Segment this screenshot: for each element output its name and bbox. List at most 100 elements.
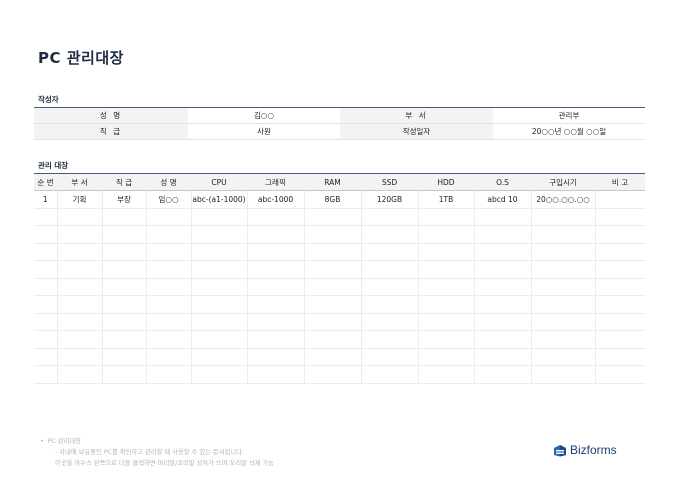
table-cell bbox=[304, 313, 362, 331]
author-section-label: 작성자 bbox=[38, 95, 59, 104]
column-header: 구입시기 bbox=[531, 173, 595, 191]
table-cell bbox=[418, 208, 475, 226]
table-cell bbox=[57, 225, 103, 244]
table-cell bbox=[474, 365, 532, 384]
table-cell bbox=[102, 313, 147, 331]
author-label-cell: 성 명 bbox=[34, 107, 188, 124]
table-cell bbox=[247, 208, 305, 226]
table-cell bbox=[474, 348, 532, 366]
table-cell bbox=[247, 348, 305, 366]
table-cell: 1 bbox=[34, 190, 58, 209]
table-cell bbox=[595, 243, 645, 261]
table-cell bbox=[361, 348, 419, 366]
column-header: HDD bbox=[418, 173, 474, 191]
table-cell bbox=[418, 295, 475, 314]
brand-name: Bizforms bbox=[570, 443, 617, 457]
table-cell bbox=[247, 278, 305, 296]
author-value-cell: 사원 bbox=[188, 123, 340, 140]
table-cell: 120GB bbox=[361, 190, 419, 209]
table-row bbox=[34, 260, 645, 279]
table-row bbox=[34, 295, 645, 314]
table-cell bbox=[361, 365, 419, 384]
table-cell bbox=[418, 330, 475, 349]
table-cell bbox=[34, 225, 58, 244]
table-cell: 1TB bbox=[418, 190, 475, 209]
table-cell: abc-1000 bbox=[247, 190, 305, 209]
table-cell bbox=[191, 278, 248, 296]
table-cell bbox=[418, 243, 475, 261]
table-cell bbox=[57, 208, 103, 226]
table-cell bbox=[304, 330, 362, 349]
notes-bullet: • PC 관리대장 bbox=[40, 438, 82, 445]
table-cell bbox=[191, 225, 248, 244]
table-cell bbox=[531, 348, 596, 366]
table-cell bbox=[146, 225, 192, 244]
table-cell bbox=[418, 278, 475, 296]
table-cell bbox=[361, 260, 419, 279]
table-cell bbox=[595, 208, 645, 226]
table-cell bbox=[57, 330, 103, 349]
table-row bbox=[34, 278, 645, 296]
table-cell bbox=[57, 243, 103, 261]
author-label-cell: 부 서 bbox=[340, 107, 493, 124]
table-cell bbox=[418, 313, 475, 331]
table-cell bbox=[595, 313, 645, 331]
table-cell bbox=[304, 348, 362, 366]
page-title: PC 관리대장 bbox=[38, 49, 124, 67]
mgmt-section-label: 관리 대장 bbox=[38, 161, 69, 170]
table-cell bbox=[247, 330, 305, 349]
table-cell bbox=[102, 208, 147, 226]
column-header: CPU bbox=[191, 173, 247, 191]
table-cell: 20○○.○○.○○ bbox=[531, 190, 596, 209]
table-cell: 8GB bbox=[304, 190, 362, 209]
column-header: 성 명 bbox=[146, 173, 191, 191]
table-cell bbox=[247, 313, 305, 331]
author-label-cell: 작성일자 bbox=[340, 123, 493, 140]
table-cell bbox=[191, 295, 248, 314]
notes-line-1: - 사내에 보유중인 PC를 확인하고 관리할 때 사용할 수 있는 문서입니다… bbox=[55, 449, 244, 456]
column-header: 직 급 bbox=[102, 173, 146, 191]
table-cell bbox=[531, 225, 596, 244]
table-cell bbox=[304, 295, 362, 314]
table-cell bbox=[595, 225, 645, 244]
table-cell bbox=[34, 295, 58, 314]
table-cell bbox=[191, 313, 248, 331]
table-cell bbox=[474, 295, 532, 314]
table-cell bbox=[304, 365, 362, 384]
table-row bbox=[34, 208, 645, 226]
table-cell bbox=[304, 278, 362, 296]
table-cell bbox=[102, 260, 147, 279]
table-row bbox=[34, 348, 645, 366]
table-cell bbox=[474, 260, 532, 279]
column-header: 비 고 bbox=[595, 173, 645, 191]
table-cell bbox=[595, 278, 645, 296]
table-cell bbox=[247, 295, 305, 314]
table-cell bbox=[57, 313, 103, 331]
table-cell bbox=[102, 225, 147, 244]
table-cell bbox=[102, 348, 147, 366]
table-cell bbox=[361, 313, 419, 331]
table-cell: 기획 bbox=[57, 190, 103, 209]
table-cell bbox=[247, 260, 305, 279]
table-cell: 임○○ bbox=[146, 190, 192, 209]
table-cell bbox=[247, 243, 305, 261]
table-cell bbox=[531, 295, 596, 314]
table-cell bbox=[57, 278, 103, 296]
table-cell bbox=[531, 208, 596, 226]
notes: • PC 관리대장 - 사내에 보유중인 PC를 확인하고 관리할 때 사용할 … bbox=[40, 436, 274, 469]
table-cell bbox=[531, 278, 596, 296]
table-row bbox=[34, 225, 645, 244]
table-cell bbox=[191, 365, 248, 384]
table-cell bbox=[595, 295, 645, 314]
notes-line-2: 이곳을 마우스 왼쪽으로 더블 클릭하면 머리말/꼬리말 상자가 뜨며 꼬리말 … bbox=[55, 460, 275, 467]
table-cell: abcd 10 bbox=[474, 190, 532, 209]
table-cell bbox=[102, 330, 147, 349]
table-cell: abc-(a1-1000) bbox=[191, 190, 248, 209]
table-cell bbox=[57, 348, 103, 366]
table-cell bbox=[57, 295, 103, 314]
table-cell bbox=[146, 348, 192, 366]
author-label-cell: 직 급 bbox=[34, 123, 188, 140]
bizforms-logo-icon bbox=[554, 444, 566, 456]
table-cell bbox=[474, 208, 532, 226]
table-cell bbox=[34, 330, 58, 349]
